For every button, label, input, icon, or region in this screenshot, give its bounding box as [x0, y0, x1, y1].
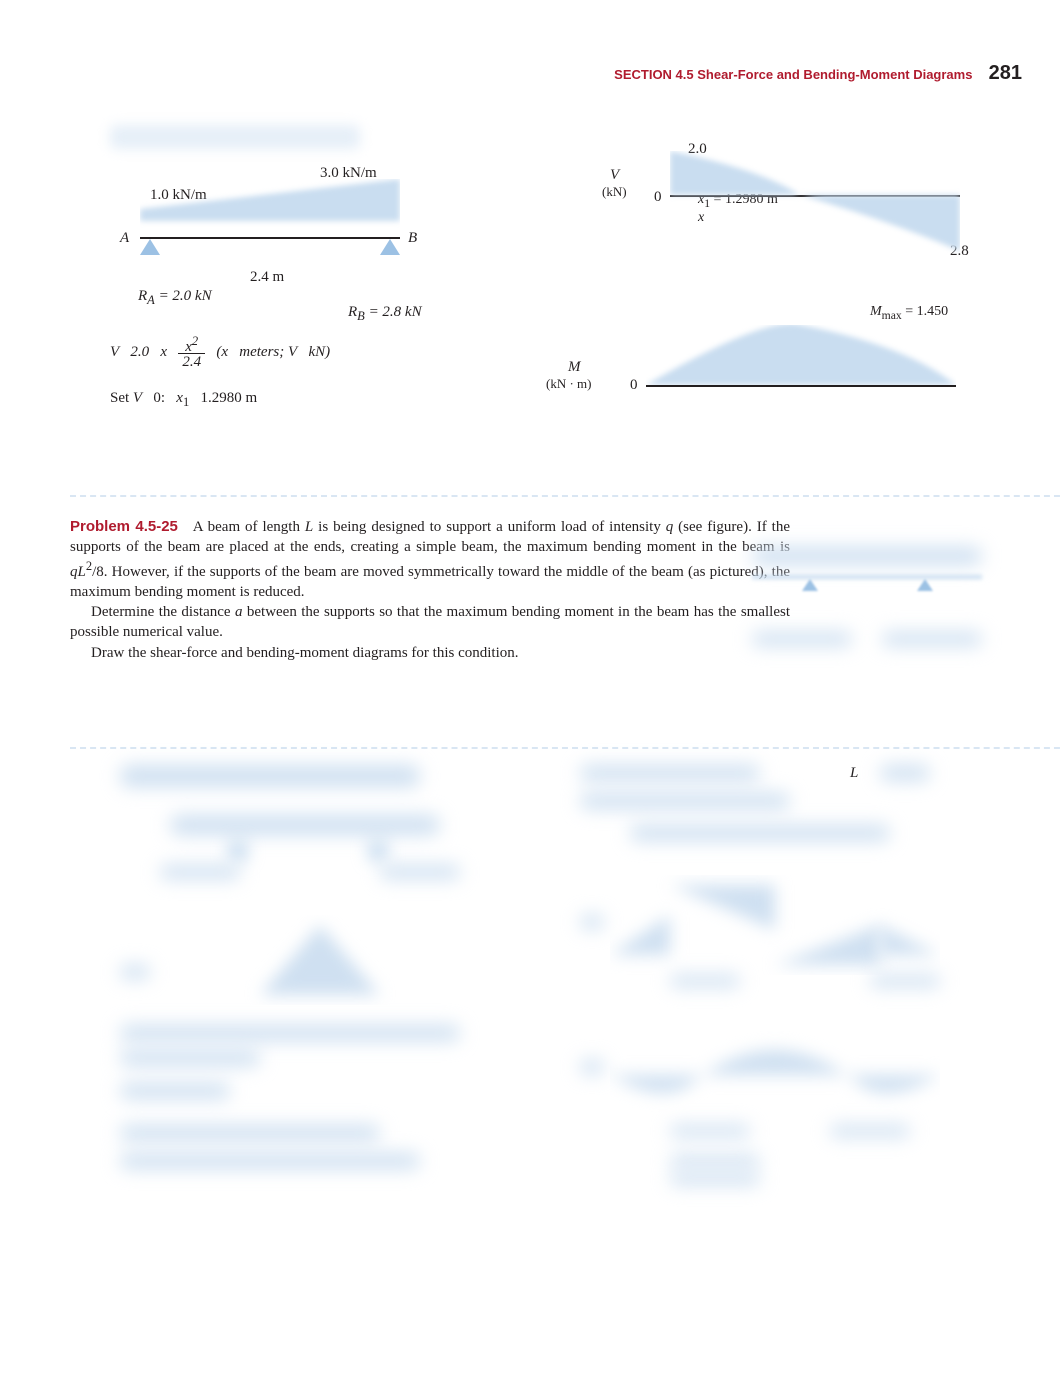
V-zero: 0 [654, 187, 662, 207]
beam-line [140, 237, 400, 239]
blur-heading [120, 765, 420, 787]
blur-text-1 [120, 1025, 460, 1041]
moment-diagram: M (kN · m) 0 Mmax = 1.450 [570, 285, 1000, 405]
divider-2 [70, 747, 1062, 749]
page-header: SECTION 4.5 Shear-Force and Bending-Mome… [40, 60, 1022, 87]
problem-p2: Determine the distance a between the sup… [70, 602, 790, 643]
thumb-beam [752, 575, 982, 579]
blur-text-3 [120, 1083, 230, 1099]
blur-m-dim2 [830, 1125, 910, 1137]
shear-diagram: V (kN) 2.0 0 x1 = 1.2980 m x 2.8 [570, 135, 1000, 275]
beam-figure-left: 1.0 kN/m 3.0 kN/m A B 2.4 m RA = 2.0 kN … [110, 145, 470, 411]
blur-r1 [580, 765, 760, 781]
blur-m-dim1 [670, 1125, 750, 1137]
eq-V: V 2.0 x x22.4 (x meters; V kN) [110, 335, 470, 370]
blur-sup-l [230, 843, 246, 859]
problem-p3: Draw the shear-force and bending-moment … [70, 643, 790, 663]
shear-curve [670, 151, 960, 261]
blur-dim-a [160, 865, 240, 879]
thumb-dim-2 [882, 632, 982, 646]
blur-shear-r [610, 875, 940, 975]
problem-4-5-25: Problem 4.5-25 A beam of length L is bei… [70, 517, 992, 717]
problem-figure [742, 517, 992, 657]
solution-4-5-25-blurred: L [110, 765, 952, 1225]
RA-label: RA = 2.0 kN [138, 289, 212, 307]
moment-curve [646, 325, 956, 385]
thumb-support-right-icon [917, 579, 933, 591]
diagrams-column: V (kN) 2.0 0 x1 = 1.2980 m x 2.8 M (kN ·… [570, 135, 1000, 405]
blur-r1b [880, 765, 930, 781]
M-axis [646, 385, 956, 387]
blur-dim-r1 [670, 975, 740, 987]
blur-dim-r2 [870, 975, 940, 987]
thumb-support-left-icon [802, 579, 818, 591]
blur-shear [170, 915, 470, 1005]
blur-r3 [630, 825, 890, 841]
problem-number: Problem 4.5-25 [70, 518, 178, 535]
blur-v-lbl-r [580, 915, 604, 929]
beam-figure: 1.0 kN/m 3.0 kN/m A B 2.4 m RA = 2.0 kN … [110, 145, 470, 305]
span-label: 2.4 m [250, 267, 284, 287]
blur-m-lbl-r [580, 1060, 604, 1074]
thumb-dim-1 [752, 632, 852, 646]
blur-dim-b [380, 865, 460, 879]
support-A-icon [140, 239, 160, 255]
distributed-load-icon [140, 179, 400, 239]
blur-m-dim4 [670, 1173, 760, 1185]
M-zero: 0 [630, 375, 638, 395]
M-unit: (kN · m) [546, 375, 592, 393]
eq-setV: Set V 0: x1 1.2980 m [110, 388, 470, 411]
section-label: SECTION 4.5 Shear-Force and Bending-Mome… [614, 67, 972, 82]
blur-moment-r [610, 1015, 940, 1125]
blur-text-5 [120, 1153, 420, 1169]
RB-label: RB = 2.8 kN [348, 305, 422, 323]
blur-text-2 [120, 1050, 260, 1066]
blur-m-dim3 [670, 1155, 760, 1167]
thumb-load [752, 547, 982, 565]
solution-4-5-24: 1.0 kN/m 3.0 kN/m A B 2.4 m RA = 2.0 kN … [110, 135, 952, 465]
M-max: Mmax = 1.450 [870, 303, 948, 324]
support-B-icon [380, 239, 400, 255]
point-B: B [408, 228, 417, 248]
blur-load [170, 815, 440, 835]
blur-text-4 [120, 1125, 380, 1141]
page-number: 281 [989, 62, 1022, 84]
blur-r2 [580, 793, 790, 809]
blur-sup-r [370, 843, 386, 859]
L-label: L [850, 763, 858, 783]
V-unit: (kN) [602, 183, 627, 201]
problem-p1: Problem 4.5-25 A beam of length L is bei… [70, 517, 790, 602]
blur-v-lbl [120, 965, 150, 979]
divider [70, 495, 1062, 497]
point-A: A [120, 228, 129, 248]
